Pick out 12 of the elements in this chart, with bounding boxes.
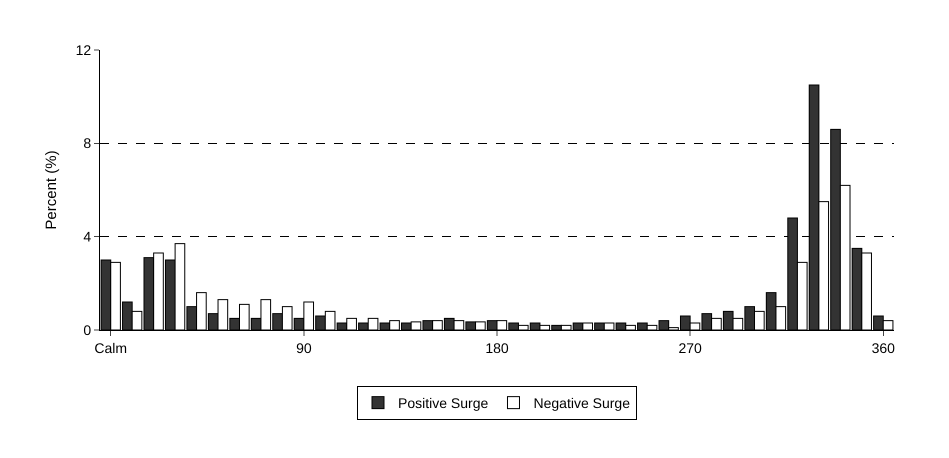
x-tick-label: 360 [872, 340, 896, 356]
y-tick-label: 0 [83, 322, 92, 338]
y-axis-title: Percent (%) [42, 150, 60, 230]
y-tick-label: 8 [83, 135, 92, 152]
x-tick-label: Calm [94, 340, 128, 356]
y-tick-label: 4 [83, 228, 92, 245]
y-tick-label: 12 [76, 42, 92, 58]
legend-label: Negative Surge [533, 395, 630, 412]
legend-label: Positive Surge [398, 395, 488, 412]
x-tick-label: 270 [678, 340, 702, 356]
x-tick-label: 90 [296, 340, 312, 356]
x-tick-label: 180 [485, 340, 509, 356]
